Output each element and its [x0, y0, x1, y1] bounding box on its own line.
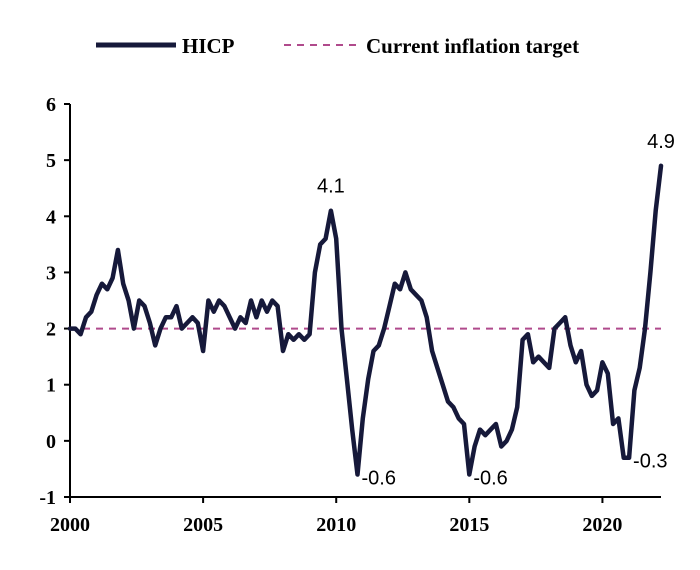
y-tick-label: 0	[46, 431, 56, 453]
x-tick-label: 2010	[316, 514, 356, 536]
legend-hicp-label: HICP	[182, 34, 235, 58]
legend-target-label: Current inflation target	[366, 34, 579, 58]
y-tick-label: 2	[46, 319, 56, 341]
x-tick-label: 2005	[183, 514, 223, 536]
axes	[69, 104, 661, 498]
legend: HICP Current inflation target	[96, 34, 579, 58]
y-tick-label: 6	[46, 94, 56, 116]
x-axis-ticks: 2000 2005 2010 2015 2020	[50, 497, 622, 536]
y-tick-label: 5	[46, 150, 56, 172]
data-label: 4.1	[317, 176, 345, 198]
y-axis-ticks: -1 0 1 2 3 4 5 6	[39, 94, 70, 509]
hicp-series-line	[67, 163, 664, 477]
data-label: -0.3	[633, 451, 667, 473]
y-tick-label: -1	[39, 487, 56, 509]
y-tick-label: 3	[46, 262, 56, 284]
annotations: 4.1 -0.6 -0.6 -0.3 4.9	[317, 131, 675, 490]
data-label: -0.6	[473, 468, 507, 490]
data-label: -0.6	[362, 468, 396, 490]
x-tick-label: 2020	[582, 514, 622, 536]
x-tick-label: 2000	[50, 514, 90, 536]
y-tick-label: 4	[46, 206, 56, 228]
data-label: 4.9	[647, 131, 675, 153]
x-tick-label: 2015	[449, 514, 489, 536]
y-tick-label: 1	[46, 375, 56, 397]
series-layer	[67, 163, 664, 477]
